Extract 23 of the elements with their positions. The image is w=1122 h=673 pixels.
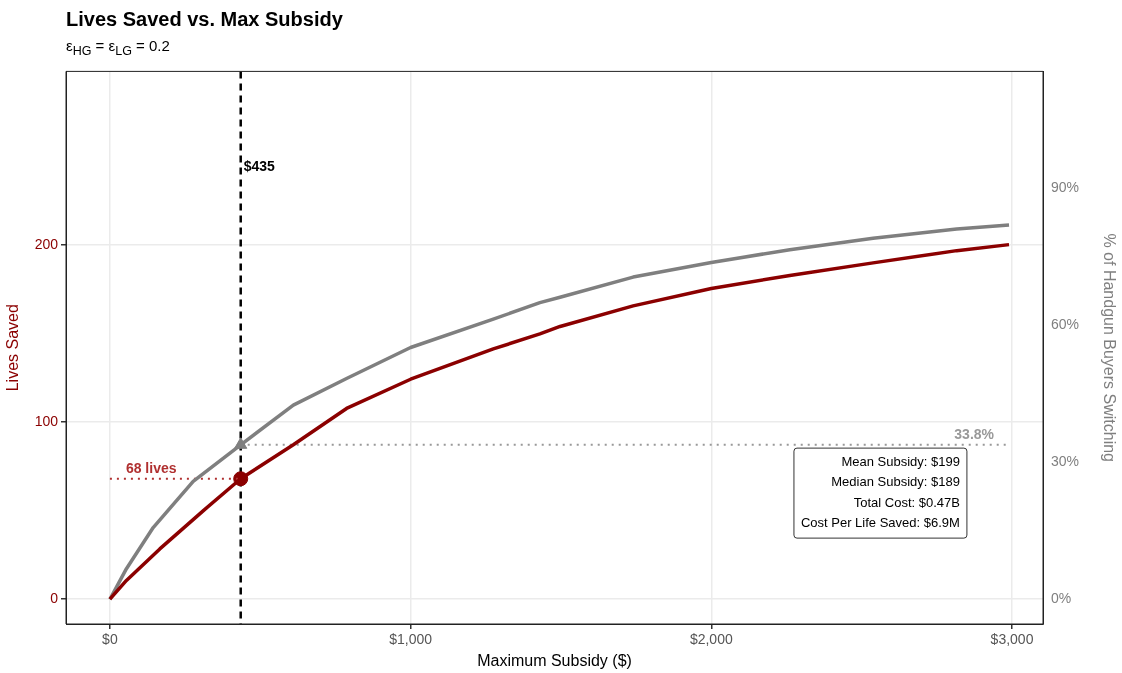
y2-tick-label: 30%	[1051, 453, 1080, 470]
y-axis-title: Lives Saved	[4, 304, 22, 392]
y2-tick-label: 0%	[1051, 590, 1072, 607]
data-label: 68 lives	[125, 459, 177, 476]
chart-subtitle: ε$_{HG}$ = ε$_{LG}$ = 0.2	[66, 37, 171, 58]
x-tick-label: $2,000	[689, 631, 733, 648]
annotation: Median Subsidy: $189	[831, 474, 960, 490]
x-axis-title: Maximum Subsidy ($)	[477, 651, 632, 669]
y-tick-label: 0	[50, 590, 59, 607]
y-tick-label: 100	[34, 412, 59, 429]
x-tick-label: $3,000	[990, 631, 1034, 648]
x-tick-label: $0	[102, 631, 118, 648]
data-label: 33.8%	[954, 425, 995, 442]
chart-title: Lives Saved vs. Max Subsidy	[66, 7, 344, 31]
y-tick-label: 200	[34, 235, 59, 252]
y2-axis-title: % of Handgun Buyers Switching	[1100, 233, 1118, 462]
annotation: Cost Per Life Saved: $6.9M	[800, 515, 960, 531]
y2-tick-label: 90%	[1051, 178, 1080, 195]
x-tick-label: $1,000	[389, 631, 433, 648]
annotation: Mean Subsidy: $199	[841, 453, 960, 469]
y2-tick-label: 60%	[1051, 315, 1080, 332]
annotation: Total Cost: $0.47B	[853, 494, 960, 510]
ref-line-label: $435	[243, 158, 276, 175]
